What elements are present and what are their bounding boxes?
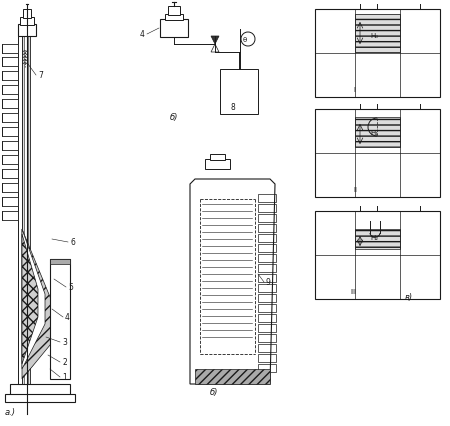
Text: б): б): [210, 387, 218, 396]
Text: 8: 8: [230, 103, 235, 112]
Bar: [258, 284, 276, 292]
Bar: [258, 225, 276, 233]
Polygon shape: [2, 198, 18, 207]
Bar: [160, 20, 188, 38]
Text: II: II: [353, 187, 357, 193]
Text: 9: 9: [265, 277, 270, 286]
Polygon shape: [190, 180, 275, 384]
Bar: [165, 15, 183, 21]
Text: 1: 1: [62, 372, 67, 381]
Bar: [210, 155, 225, 161]
Polygon shape: [2, 170, 18, 178]
Polygon shape: [18, 30, 22, 399]
Bar: [258, 294, 276, 302]
Bar: [258, 354, 276, 362]
Text: б): б): [170, 113, 178, 122]
Bar: [315, 211, 440, 299]
Bar: [258, 314, 276, 322]
Polygon shape: [2, 58, 18, 67]
Polygon shape: [2, 45, 18, 54]
Text: a.): a.): [5, 407, 16, 416]
Text: 4: 4: [140, 30, 145, 39]
Text: I: I: [353, 87, 355, 93]
Polygon shape: [2, 86, 18, 95]
Text: θ: θ: [243, 37, 247, 43]
Bar: [315, 10, 440, 98]
Bar: [258, 334, 276, 342]
Polygon shape: [195, 369, 270, 384]
Bar: [258, 265, 276, 272]
Polygon shape: [2, 72, 18, 81]
Bar: [220, 70, 258, 115]
Bar: [355, 118, 400, 148]
Bar: [355, 230, 400, 249]
Bar: [258, 274, 276, 282]
Polygon shape: [211, 37, 219, 45]
Text: H₂: H₂: [370, 234, 378, 240]
Polygon shape: [22, 234, 38, 364]
Bar: [258, 344, 276, 352]
Bar: [258, 245, 276, 253]
Bar: [258, 324, 276, 332]
Bar: [168, 7, 180, 16]
Polygon shape: [2, 184, 18, 193]
Bar: [258, 204, 276, 213]
Polygon shape: [2, 114, 18, 123]
Bar: [315, 110, 440, 198]
Bar: [50, 259, 70, 379]
Bar: [205, 160, 230, 170]
Text: в): в): [405, 292, 413, 301]
Bar: [258, 304, 276, 312]
Text: 5: 5: [68, 282, 73, 291]
Bar: [20, 18, 34, 26]
Text: 6: 6: [70, 237, 75, 246]
Polygon shape: [2, 211, 18, 221]
Polygon shape: [2, 155, 18, 164]
Polygon shape: [22, 230, 45, 369]
Bar: [355, 15, 400, 53]
Text: 2: 2: [62, 357, 67, 366]
Text: 4: 4: [65, 312, 70, 321]
Text: H₀: H₀: [370, 33, 378, 39]
Bar: [18, 25, 36, 37]
Bar: [10, 384, 70, 396]
Bar: [22, 30, 30, 399]
Text: III: III: [350, 288, 356, 294]
Bar: [258, 215, 276, 222]
Bar: [23, 10, 31, 19]
Polygon shape: [22, 230, 55, 379]
Bar: [258, 234, 276, 242]
Text: 7: 7: [38, 71, 43, 80]
Polygon shape: [2, 128, 18, 137]
Polygon shape: [2, 142, 18, 151]
Bar: [5, 394, 75, 402]
Polygon shape: [2, 100, 18, 109]
Bar: [50, 259, 70, 265]
Bar: [258, 254, 276, 262]
Text: 3: 3: [62, 337, 67, 346]
Bar: [24, 30, 28, 399]
Bar: [258, 364, 276, 372]
Bar: [258, 195, 276, 202]
Text: H₁: H₁: [370, 130, 378, 136]
